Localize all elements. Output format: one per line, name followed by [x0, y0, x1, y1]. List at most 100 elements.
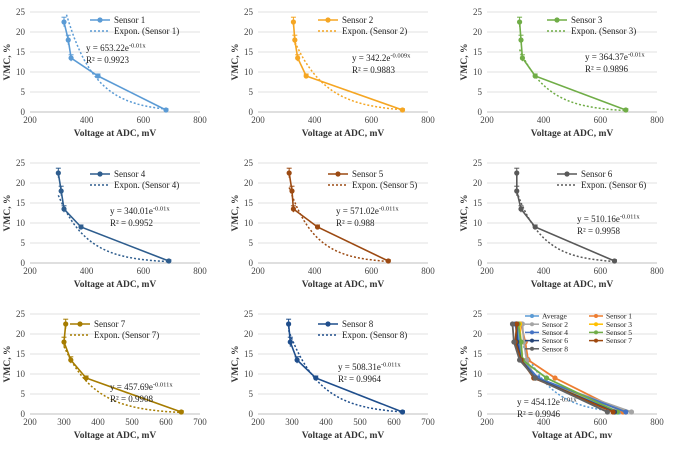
legend-label-series: Sensor 3 — [571, 15, 603, 25]
trendline — [518, 49, 626, 112]
y-tick-label: 10 — [473, 218, 483, 228]
chart-svg: 0 5 10 15 20 25 200 400 600 800 Voltage at ADC, mV… — [231, 158, 435, 290]
x-tick-label: 800 — [650, 115, 664, 125]
legend-label-series: Sensor 2 — [342, 15, 373, 25]
chart-panel-7: 0 5 10 15 20 25 200 300 400 500 600 700 Voltage at A… — [0, 302, 228, 452]
equation-exponent: -0.009x — [390, 53, 411, 60]
legend-marker — [594, 330, 598, 335]
data-point — [63, 321, 69, 327]
trend-equation: y = 342.2e-0.009x — [352, 53, 411, 64]
y-tick-label: 15 — [244, 349, 254, 359]
x-tick-label: 800 — [193, 115, 207, 125]
chart-svg: 0 5 10 15 20 25 200 400 600 800 Voltage at ADC, mV… — [231, 7, 435, 139]
data-point — [292, 37, 298, 43]
data-point — [509, 321, 516, 327]
legend-label-trend: Expon. (Sensor 5) — [352, 180, 417, 190]
y-tick-label: 20 — [473, 27, 483, 37]
equation-exponent: -0.01x — [560, 397, 578, 404]
data-point — [78, 224, 84, 230]
equation-exponent: -0.011x — [153, 382, 174, 389]
y-tick-label: 25 — [244, 158, 254, 168]
equation-base: y = 457.69e — [110, 382, 153, 392]
trend-equation: y = 508.31e-0.011x — [338, 362, 401, 373]
y-tick-label: 20 — [16, 329, 26, 339]
legend-marker — [594, 322, 598, 327]
data-point — [289, 188, 295, 194]
x-axis-title: Voltage at ADC, mV — [531, 280, 614, 290]
y-tick-label: 25 — [244, 7, 254, 17]
y-tick-label: 20 — [244, 178, 254, 188]
legend-label: Sensor 7 — [606, 336, 632, 345]
y-tick-label: 10 — [244, 67, 254, 77]
equation-base: y = 508.31e — [338, 362, 381, 372]
y-tick-label: 0 — [249, 409, 254, 419]
y-tick-label: 20 — [16, 178, 26, 188]
x-tick-label: 200 — [23, 417, 37, 427]
x-tick-label: 200 — [251, 266, 265, 276]
y-tick-label: 20 — [16, 27, 26, 37]
legend-marker — [325, 321, 331, 327]
x-axis-title: Voltage at ADC, mV — [74, 129, 157, 139]
legend-label-series: Sensor 6 — [581, 169, 613, 179]
r-squared: R² = 0.9946 — [517, 409, 561, 419]
r-squared: R² = 0.9896 — [585, 64, 629, 74]
trendline — [292, 38, 403, 111]
x-tick-label: 600 — [387, 417, 401, 427]
data-point — [532, 73, 538, 79]
legend-label-trend: Expon. (Sensor 8) — [342, 330, 407, 340]
equation-exponent: -0.011x — [620, 214, 641, 221]
y-tick-label: 5 — [21, 238, 26, 248]
chart-svg: 0 5 10 15 20 25 200 400 600 800 Voltage at ADC, mV… — [460, 158, 664, 290]
y-axis-title: VMC, % — [3, 44, 13, 81]
x-axis-title: Voltage at ADC, mV — [74, 431, 157, 441]
y-tick-label: 10 — [16, 369, 26, 379]
y-tick-label: 10 — [244, 218, 254, 228]
y-tick-label: 25 — [473, 309, 483, 319]
legend-marker — [77, 321, 83, 327]
legend-label-series: Sensor 5 — [352, 169, 384, 179]
y-tick-label: 0 — [21, 107, 26, 117]
x-tick-label: 300 — [57, 417, 71, 427]
data-point — [95, 73, 101, 79]
data-point — [610, 409, 616, 415]
y-tick-label: 15 — [473, 198, 483, 208]
r-squared: R² = 0.9923 — [86, 55, 130, 65]
y-tick-label: 15 — [473, 47, 483, 57]
data-point — [385, 258, 391, 264]
trend-equation: y = 364.37e-0.01x — [585, 52, 645, 63]
x-tick-label: 200 — [480, 266, 494, 276]
legend-marker — [325, 17, 331, 23]
legend-label-trend: Expon. (Sensor 4) — [114, 180, 179, 190]
data-point — [518, 37, 524, 43]
data-point — [518, 206, 524, 212]
y-tick-label: 15 — [16, 349, 26, 359]
data-point — [290, 19, 297, 25]
x-tick-label: 600 — [594, 115, 608, 125]
x-tick-label: 200 — [23, 266, 37, 276]
x-tick-label: 200 — [480, 115, 494, 125]
legend-marker — [594, 314, 598, 318]
y-axis-title: VMC, % — [231, 44, 241, 81]
x-axis-title: Voltage at ADC, mV — [531, 129, 614, 139]
data-point — [286, 321, 292, 327]
chart-svg: 0 5 10 15 20 25 200 400 600 800 Voltage at ADC, mv… — [460, 309, 664, 441]
y-tick-label: 25 — [16, 309, 26, 319]
y-tick-label: 25 — [473, 158, 483, 168]
x-tick-label: 400 — [80, 115, 94, 125]
data-point — [178, 409, 184, 415]
chart-panel-5: 0 5 10 15 20 25 200 400 600 800 Voltage at ADC, mV… — [228, 151, 456, 301]
legend-label-series: Sensor 7 — [94, 319, 126, 329]
data-point — [516, 357, 523, 363]
chart-panel-2: 0 5 10 15 20 25 200 400 600 800 Voltage at ADC, mV… — [228, 0, 456, 150]
y-axis-title: VMC, % — [3, 195, 13, 232]
data-point — [294, 357, 300, 363]
x-tick-label: 600 — [365, 115, 379, 125]
data-point — [623, 107, 629, 113]
data-point — [286, 170, 292, 176]
y-tick-label: 10 — [473, 67, 483, 77]
y-axis-title: VMC, % — [460, 195, 470, 232]
data-point — [314, 224, 321, 230]
trend-equation: y = 340.01e-0.01x — [110, 206, 170, 217]
data-point — [58, 188, 64, 194]
equation-base: y = 571.02e — [336, 206, 379, 216]
